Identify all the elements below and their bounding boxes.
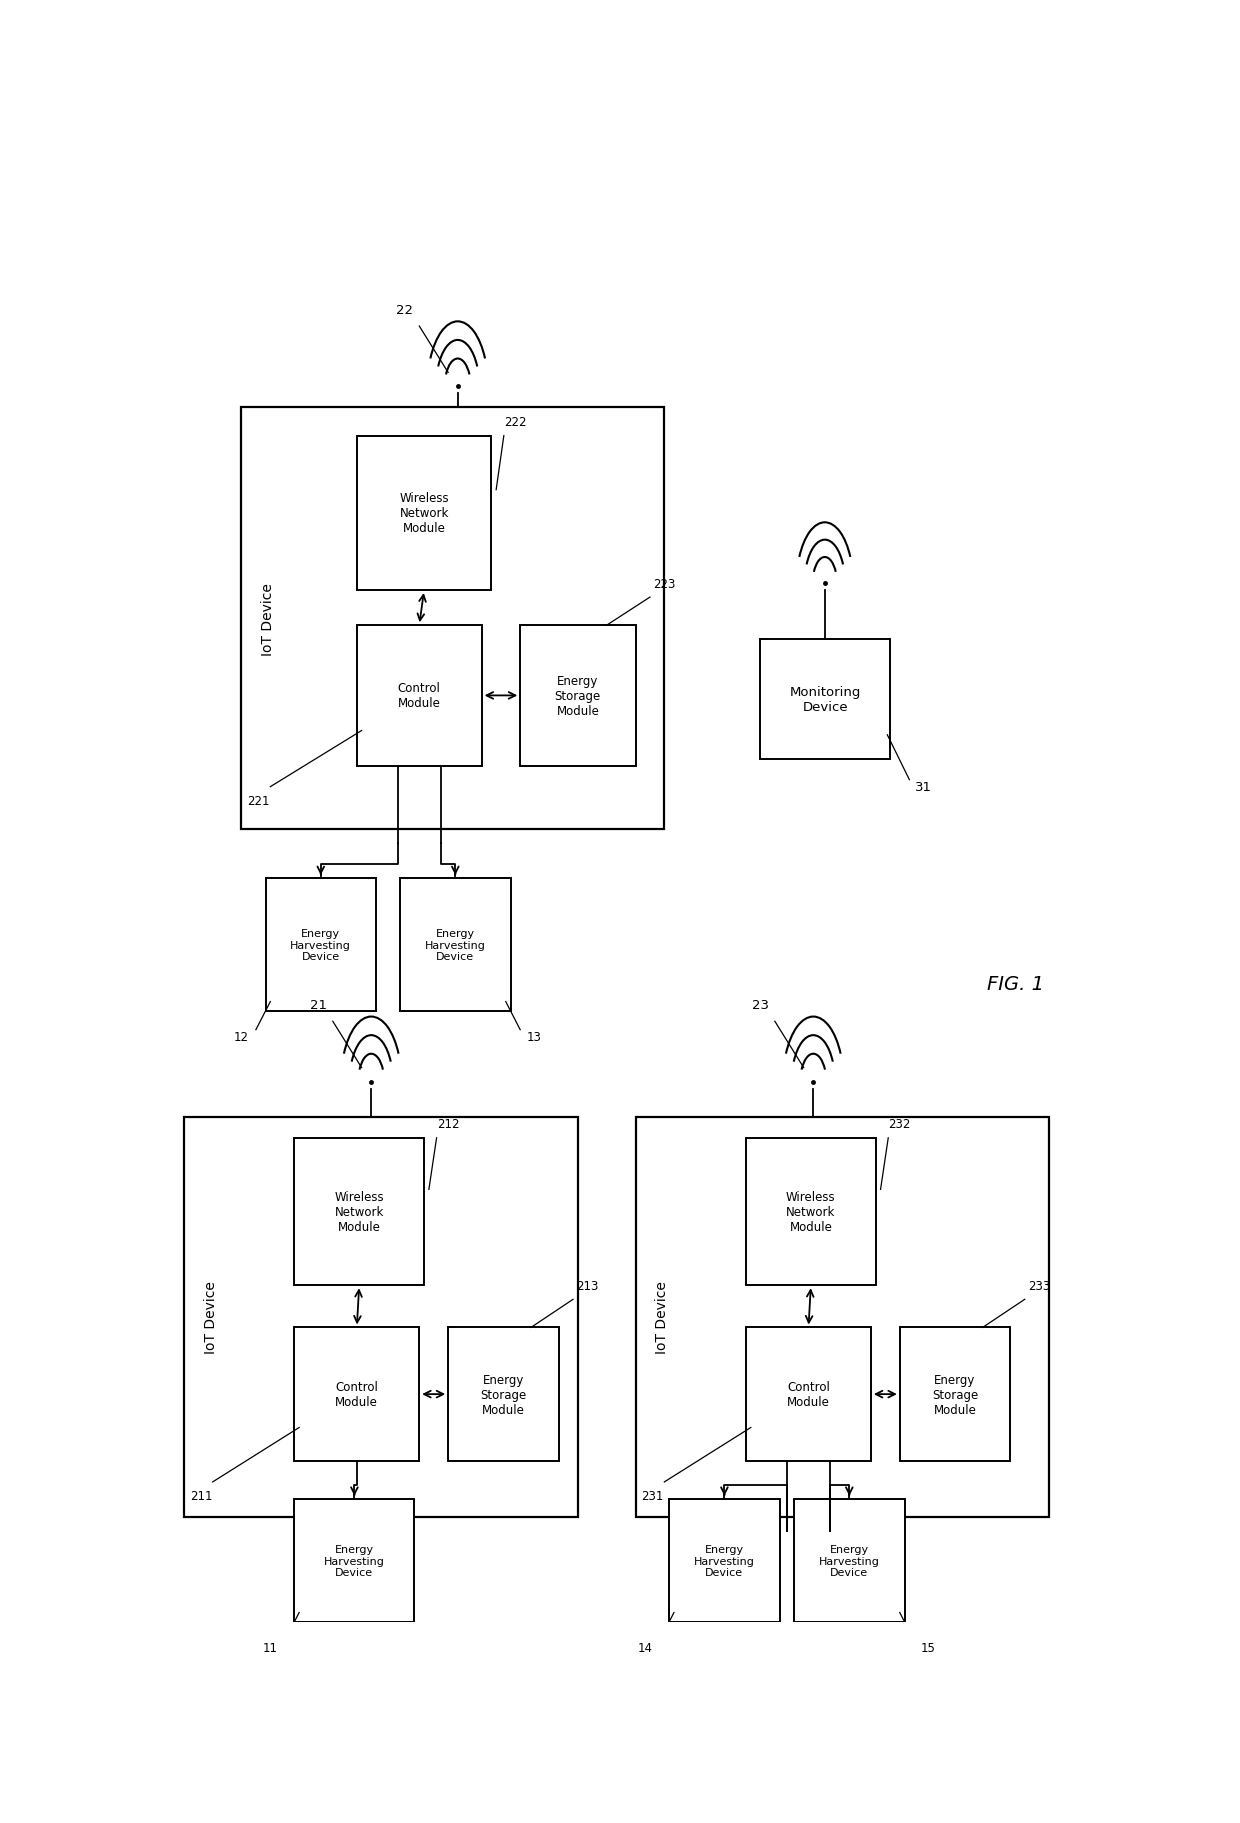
Text: Energy
Storage
Module: Energy Storage Module — [480, 1373, 527, 1416]
Bar — [357, 436, 491, 591]
Text: Energy
Harvesting
Device: Energy Harvesting Device — [694, 1544, 755, 1577]
Bar — [184, 1117, 578, 1517]
Bar — [401, 879, 511, 1012]
Text: FIG. 1: FIG. 1 — [987, 973, 1044, 994]
Bar — [760, 640, 890, 758]
Text: IoT Device: IoT Device — [203, 1282, 218, 1354]
Text: 233: 233 — [1028, 1280, 1050, 1293]
Text: IoT Device: IoT Device — [262, 582, 275, 654]
Text: Wireless
Network
Module: Wireless Network Module — [335, 1190, 384, 1234]
Text: 212: 212 — [436, 1117, 459, 1130]
Text: Monitoring
Device: Monitoring Device — [790, 685, 861, 713]
Text: 222: 222 — [505, 416, 527, 428]
Text: 13: 13 — [527, 1030, 542, 1043]
Text: 23: 23 — [751, 999, 769, 1012]
Text: 31: 31 — [915, 780, 932, 793]
Bar — [294, 1138, 424, 1285]
Bar — [294, 1499, 414, 1622]
Text: Energy
Harvesting
Device: Energy Harvesting Device — [324, 1544, 384, 1577]
Bar — [794, 1499, 905, 1622]
Text: 221: 221 — [248, 795, 270, 808]
Text: 21: 21 — [310, 999, 327, 1012]
Text: Energy
Storage
Module: Energy Storage Module — [932, 1373, 978, 1416]
Text: Energy
Harvesting
Device: Energy Harvesting Device — [818, 1544, 879, 1577]
Text: Energy
Harvesting
Device: Energy Harvesting Device — [425, 928, 486, 963]
Text: 15: 15 — [921, 1641, 936, 1653]
Bar — [448, 1327, 558, 1460]
Bar — [670, 1499, 780, 1622]
Bar — [746, 1138, 875, 1285]
Bar — [294, 1327, 419, 1460]
Text: 223: 223 — [653, 578, 676, 591]
Text: 231: 231 — [641, 1489, 663, 1502]
Text: 12: 12 — [234, 1030, 249, 1043]
Bar — [635, 1117, 1049, 1517]
Bar — [746, 1327, 870, 1460]
Text: 22: 22 — [397, 303, 413, 317]
Text: Control
Module: Control Module — [787, 1380, 830, 1409]
Bar — [900, 1327, 1011, 1460]
Text: Wireless
Network
Module: Wireless Network Module — [399, 492, 449, 534]
Text: 213: 213 — [577, 1280, 599, 1293]
Text: Control
Module: Control Module — [398, 682, 440, 709]
Text: Wireless
Network
Module: Wireless Network Module — [786, 1190, 836, 1234]
Bar — [357, 625, 481, 766]
Text: Energy
Storage
Module: Energy Storage Module — [554, 675, 601, 718]
Text: 14: 14 — [637, 1641, 652, 1653]
Text: 211: 211 — [190, 1489, 212, 1502]
Bar — [265, 879, 376, 1012]
Bar — [242, 408, 665, 829]
Bar — [521, 625, 635, 766]
Text: 11: 11 — [263, 1641, 278, 1653]
Text: Control
Module: Control Module — [335, 1380, 378, 1409]
Text: 232: 232 — [889, 1117, 911, 1130]
Text: Energy
Harvesting
Device: Energy Harvesting Device — [290, 928, 351, 963]
Text: IoT Device: IoT Device — [656, 1282, 670, 1354]
